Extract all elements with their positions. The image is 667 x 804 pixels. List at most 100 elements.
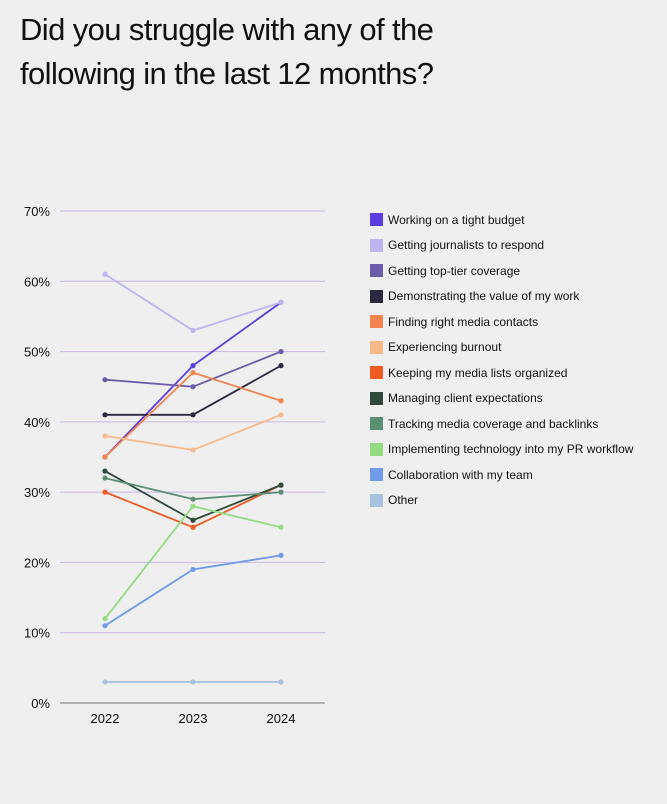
legend: Working on a tight budget Getting journal… (370, 207, 633, 513)
legend-swatch (370, 264, 383, 278)
y-tick-label: 40% (24, 415, 50, 430)
x-tick-label: 2024 (267, 711, 296, 726)
data-point (102, 616, 108, 622)
legend-item: Finding right media contacts (370, 309, 633, 335)
data-point (190, 517, 196, 523)
legend-label: Getting top-tier coverage (388, 263, 521, 278)
data-point (278, 524, 284, 530)
series (102, 679, 284, 685)
chart-title: Did you struggle with any of the followi… (20, 12, 434, 91)
x-tick-label: 2022 (91, 711, 120, 726)
legend-swatch (370, 442, 383, 456)
data-point (190, 566, 196, 573)
data-point (102, 475, 108, 481)
legend-item: Other (370, 488, 633, 514)
legend-item: Experiencing burnout (370, 335, 633, 361)
data-point (278, 363, 284, 369)
legend-label: Tracking media coverage and backlinks (388, 416, 599, 431)
legend-item: Keeping my media lists organized (370, 360, 633, 386)
legend-label: Other (388, 493, 419, 508)
series (102, 271, 284, 334)
legend-label: Implementing technology into my PR workf… (388, 442, 634, 457)
data-point (278, 679, 284, 685)
legend-swatch (370, 340, 383, 354)
legend-item: Managing client expectations (370, 386, 633, 412)
data-point (190, 363, 196, 369)
data-point (278, 398, 284, 404)
legend-swatch (370, 417, 383, 431)
data-point (102, 489, 108, 495)
series (102, 348, 284, 390)
legend-swatch (370, 493, 383, 507)
data-point (190, 679, 196, 685)
gridlines (60, 210, 325, 704)
series (102, 475, 284, 502)
y-axis-ticks: 0% 10% 20% 30% 40% 50% 60% 70% (24, 204, 50, 711)
legend-item: Getting top-tier coverage (370, 258, 633, 284)
series (102, 503, 284, 622)
legend-label: Finding right media contacts (388, 314, 539, 329)
legend-swatch (370, 315, 383, 329)
series-line (104, 554, 282, 627)
legend-label: Collaboration with my team (388, 467, 533, 482)
data-point (102, 623, 108, 629)
y-tick-label: 10% (24, 626, 50, 641)
series (102, 412, 284, 453)
data-point (102, 468, 108, 474)
data-point (190, 370, 196, 376)
y-tick-label: 50% (24, 345, 50, 360)
data-point (278, 482, 284, 488)
legend-swatch (370, 213, 383, 227)
series (102, 552, 284, 629)
legend-item: Implementing technology into my PR workf… (370, 437, 633, 463)
legend-label: Keeping my media lists organized (388, 365, 568, 380)
series-line (104, 470, 282, 522)
data-point (102, 271, 108, 277)
legend-label: Experiencing burnout (388, 340, 502, 355)
legend-label: Getting journalists to respond (388, 238, 545, 253)
data-point (190, 327, 196, 334)
legend-swatch (370, 366, 383, 380)
y-tick-label: 0% (31, 696, 50, 711)
series-lines (102, 271, 284, 685)
legend-label: Managing client expectations (388, 391, 543, 406)
data-point (278, 348, 284, 355)
series-line (104, 350, 282, 388)
legend-item: Tracking media coverage and backlinks (370, 411, 633, 437)
series (102, 363, 284, 418)
x-tick-label: 2023 (179, 711, 208, 726)
series (102, 468, 284, 523)
data-point (190, 447, 196, 453)
data-point (278, 552, 284, 559)
data-point (102, 412, 108, 418)
legend-item: Demonstrating the value of my work (370, 284, 633, 310)
data-point (190, 503, 196, 509)
legend-label: Working on a tight budget (388, 212, 525, 227)
data-point (278, 489, 284, 495)
data-point (190, 524, 196, 530)
legend-swatch (370, 468, 383, 482)
legend-item: Working on a tight budget (370, 207, 633, 233)
legend-item: Getting journalists to respond (370, 233, 633, 259)
y-tick-label: 30% (24, 485, 50, 500)
legend-label: Demonstrating the value of my work (388, 289, 580, 304)
data-point (190, 412, 196, 418)
data-point (190, 496, 196, 502)
legend-swatch (370, 391, 383, 405)
x-axis-ticks: 2022 2023 2024 (91, 711, 296, 726)
legend-swatch (370, 289, 383, 303)
data-point (278, 412, 284, 418)
legend-item: Collaboration with my team (370, 462, 633, 488)
data-point (190, 384, 196, 390)
data-point (102, 377, 108, 383)
series (102, 370, 284, 460)
data-point (278, 299, 284, 305)
y-tick-label: 70% (24, 204, 50, 219)
data-point (102, 679, 108, 685)
data-point (102, 454, 108, 460)
y-tick-label: 20% (24, 555, 50, 570)
y-tick-label: 60% (24, 274, 50, 289)
legend-swatch (370, 238, 383, 252)
data-point (102, 433, 108, 439)
